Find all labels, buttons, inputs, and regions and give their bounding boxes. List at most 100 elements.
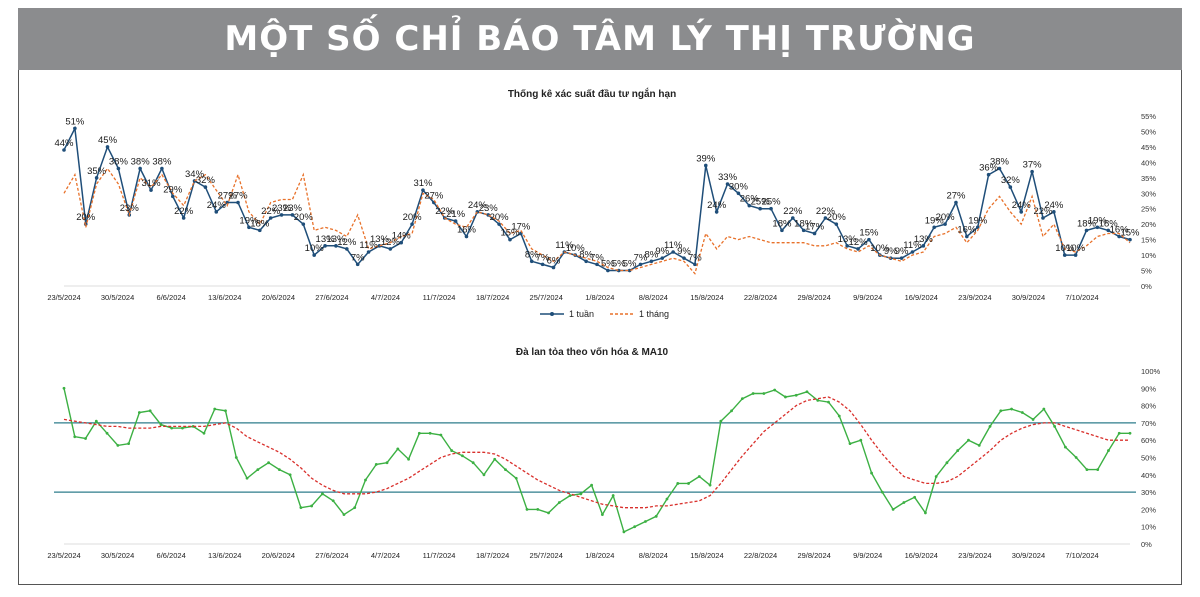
data-label: 8% bbox=[579, 249, 593, 260]
weekly-series-point bbox=[334, 244, 338, 248]
data-label: 17% bbox=[511, 221, 531, 232]
y-tick-label: 35% bbox=[1141, 174, 1156, 183]
breadth-series-point bbox=[1042, 407, 1046, 411]
data-label: 10% bbox=[870, 243, 890, 254]
breadth-series-point bbox=[708, 483, 712, 487]
weekly-series-point bbox=[714, 210, 719, 214]
x-tick-label: 16/9/2024 bbox=[905, 551, 938, 560]
weekly-series-point bbox=[160, 166, 164, 171]
weekly-series-point bbox=[856, 247, 860, 251]
breadth-series-point bbox=[1063, 445, 1067, 449]
legend-weekly-label: 1 tuần bbox=[569, 309, 594, 319]
breadth-series-point bbox=[1074, 456, 1078, 459]
breadth-series-point bbox=[1031, 418, 1035, 421]
breadth-series-point bbox=[870, 471, 873, 475]
weekly-series-point bbox=[399, 240, 404, 245]
weekly-series-point bbox=[203, 185, 208, 189]
weekly-series-point bbox=[693, 262, 697, 267]
weekly-series-point bbox=[105, 145, 110, 149]
weekly-series-point bbox=[290, 213, 295, 217]
breadth-series-point bbox=[471, 461, 475, 465]
breadth-series-point bbox=[181, 426, 184, 430]
data-label: 20% bbox=[403, 212, 423, 223]
data-label: 9% bbox=[677, 246, 691, 257]
breadth-series-point bbox=[299, 506, 303, 510]
y-tick-label: 10% bbox=[1141, 251, 1156, 260]
weekly-series-point bbox=[181, 216, 186, 220]
x-tick-label: 4/7/2024 bbox=[371, 551, 400, 560]
breadth-series-point bbox=[514, 476, 518, 480]
breadth-series-point bbox=[633, 525, 637, 529]
breadth-series-point bbox=[1020, 411, 1024, 414]
weekly-series-point bbox=[954, 200, 958, 205]
x-tick-label: 25/7/2024 bbox=[530, 293, 563, 302]
data-label: 51% bbox=[65, 116, 85, 127]
breadth-series-point bbox=[837, 414, 841, 418]
data-label: 11% bbox=[664, 240, 683, 251]
weekly-series-point bbox=[236, 200, 240, 205]
x-tick-label: 13/6/2024 bbox=[208, 551, 241, 560]
weekly-series-point bbox=[997, 166, 1002, 171]
data-label: 9% bbox=[884, 246, 898, 257]
x-tick-label: 18/7/2024 bbox=[476, 551, 509, 560]
weekly-series-point bbox=[1128, 237, 1132, 242]
data-label: 33% bbox=[718, 172, 738, 183]
data-label: 38% bbox=[131, 157, 151, 168]
weekly-series-point bbox=[780, 228, 784, 233]
y-tick-label: 40% bbox=[1141, 471, 1156, 480]
data-label: 22% bbox=[783, 206, 803, 217]
data-label: 10% bbox=[305, 243, 325, 254]
x-tick-label: 23/5/2024 bbox=[47, 293, 80, 302]
title-banner: MỘT SỐ CHỈ BÁO TÂM LÝ THỊ TRƯỜNG bbox=[18, 8, 1182, 70]
weekly-series-point bbox=[279, 213, 284, 217]
data-label: 38% bbox=[152, 157, 172, 168]
data-label: 20% bbox=[936, 212, 956, 223]
weekly-series-point bbox=[986, 172, 991, 177]
y-tick-label: 0% bbox=[1141, 282, 1152, 291]
weekly-series-point bbox=[508, 237, 512, 242]
breadth-series-point bbox=[116, 443, 120, 447]
breadth-series-point bbox=[547, 511, 550, 515]
breadth-series-point bbox=[730, 409, 733, 413]
weekly-series-point bbox=[410, 222, 414, 226]
weekly-series-point bbox=[464, 234, 469, 239]
weekly-series-point bbox=[867, 237, 871, 242]
data-label: 18% bbox=[250, 218, 270, 229]
x-tick-label: 23/5/2024 bbox=[47, 551, 80, 560]
y-tick-label: 80% bbox=[1141, 402, 1156, 411]
data-label: 20% bbox=[294, 212, 314, 223]
weekly-series-point bbox=[1030, 169, 1034, 174]
breadth-series-point bbox=[1085, 468, 1089, 472]
data-label: 12% bbox=[337, 237, 357, 248]
data-label: 24% bbox=[707, 200, 727, 211]
breadth-series-point bbox=[794, 393, 798, 397]
data-label: 25% bbox=[751, 197, 771, 208]
x-tick-label: 13/6/2024 bbox=[208, 293, 241, 302]
data-label: 13% bbox=[838, 234, 858, 245]
x-tick-label: 1/8/2024 bbox=[585, 551, 614, 560]
x-tick-label: 30/9/2024 bbox=[1012, 551, 1045, 560]
x-tick-label: 1/8/2024 bbox=[585, 293, 614, 302]
data-label: 27% bbox=[229, 191, 249, 202]
breadth-series-point bbox=[967, 438, 970, 442]
data-label: 12% bbox=[849, 237, 869, 248]
weekly-series-point bbox=[703, 163, 708, 168]
data-label: 12% bbox=[381, 237, 401, 248]
weekly-series-point bbox=[551, 265, 556, 270]
data-label: 20% bbox=[76, 212, 96, 223]
weekly-series-point bbox=[540, 262, 545, 267]
data-label: 45% bbox=[98, 135, 118, 146]
breadth-series-point bbox=[848, 442, 852, 446]
data-label: 5% bbox=[623, 259, 637, 270]
breadth-series-point bbox=[213, 407, 217, 411]
data-label: 7% bbox=[590, 252, 604, 263]
weekly-series-point bbox=[845, 244, 849, 248]
breadth-series-point bbox=[579, 492, 583, 496]
x-tick-label: 22/8/2024 bbox=[744, 293, 777, 302]
data-label: 19% bbox=[1088, 215, 1108, 226]
weekly-series-point bbox=[1084, 228, 1089, 233]
weekly-series-point bbox=[975, 225, 980, 230]
weekly-series-point bbox=[1008, 185, 1013, 189]
x-tick-label: 20/6/2024 bbox=[262, 293, 295, 302]
data-label: 10% bbox=[1055, 243, 1075, 254]
